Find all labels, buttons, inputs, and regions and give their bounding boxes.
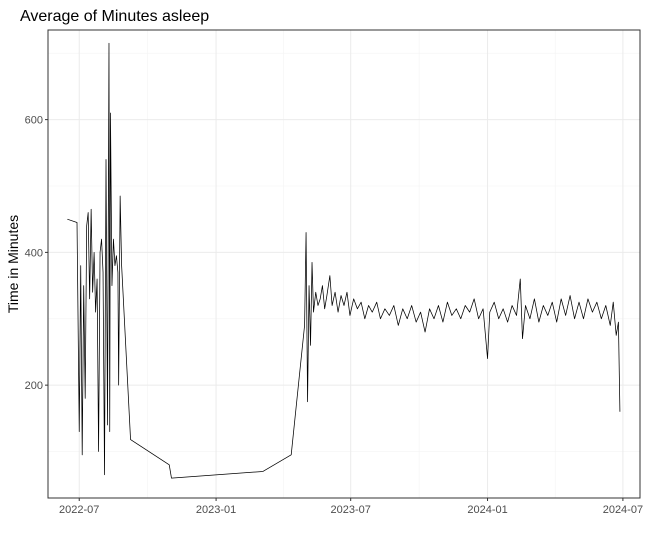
x-tick-label: 2023-07 — [331, 504, 371, 516]
chart-title: Average of Minutes asleep — [20, 8, 209, 25]
series-line-0 — [67, 42, 621, 479]
y-tick-label: 400 — [25, 247, 43, 259]
x-tick-label: 2023-01 — [196, 504, 236, 516]
x-tick-label: 2022-07 — [59, 504, 99, 516]
x-tick-label: 2024-01 — [467, 504, 507, 516]
plot-panel — [47, 29, 641, 499]
y-tick-label: 200 — [25, 380, 43, 392]
series-layer — [67, 42, 621, 479]
y-tick-label: 600 — [25, 115, 43, 127]
grid — [48, 30, 640, 498]
axis-ticks: 2022-07 2023-01 2023-07 2024-01 2024-07 200 40… — [25, 115, 643, 516]
y-axis-label: Time in Minutes — [5, 215, 21, 313]
x-tick-label: 2024-07 — [603, 504, 643, 516]
